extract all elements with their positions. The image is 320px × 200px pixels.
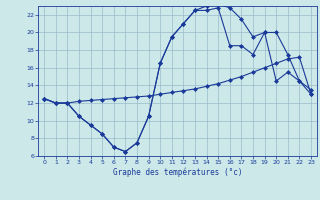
X-axis label: Graphe des températures (°c): Graphe des températures (°c) (113, 168, 242, 177)
